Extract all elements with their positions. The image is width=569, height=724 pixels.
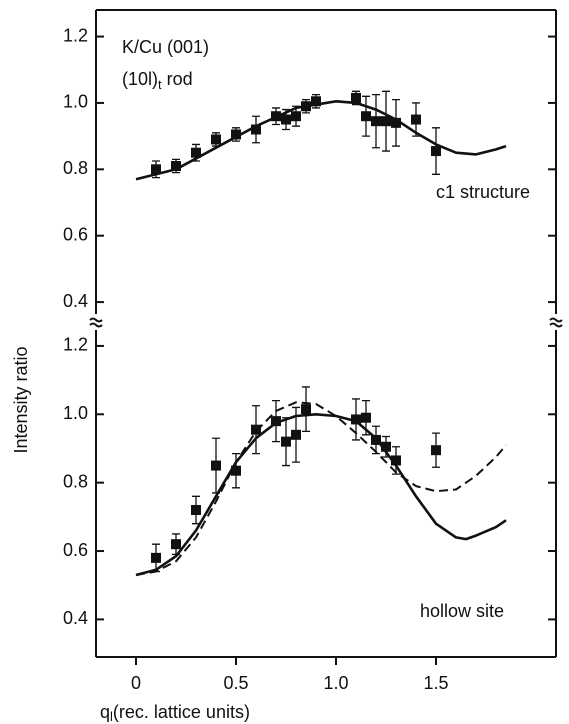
data-point bbox=[381, 441, 391, 452]
annotation-part: rod bbox=[162, 69, 193, 89]
x-axis-label-text: (rec. lattice units) bbox=[113, 702, 250, 722]
x-axis-label-sub: l bbox=[110, 709, 113, 724]
data-point bbox=[211, 460, 221, 471]
x-tick-label: 1.0 bbox=[323, 673, 348, 693]
annotation: hollow site bbox=[420, 601, 504, 621]
data-point bbox=[281, 436, 291, 447]
y-axis-label: Intensity ratio bbox=[11, 346, 31, 453]
data-point bbox=[271, 416, 281, 427]
data-point bbox=[411, 114, 421, 125]
solid-curve bbox=[135, 100, 507, 181]
data-point bbox=[231, 129, 241, 140]
data-point bbox=[291, 429, 301, 440]
data-point bbox=[351, 414, 361, 425]
data-point bbox=[371, 116, 381, 127]
y-tick-label: 0.6 bbox=[63, 540, 88, 560]
x-tick-label: 0.5 bbox=[223, 673, 248, 693]
y-tick-label: 0.4 bbox=[63, 291, 88, 311]
y-tick-label: 1.2 bbox=[63, 25, 88, 45]
data-point bbox=[211, 134, 221, 145]
dashed-curve bbox=[135, 401, 507, 576]
y-tick-label: 0.8 bbox=[63, 471, 88, 491]
y-tick-label: 1.2 bbox=[63, 335, 88, 355]
data-point bbox=[431, 445, 441, 456]
data-point bbox=[151, 164, 161, 175]
data-point bbox=[381, 116, 391, 127]
y-tick-label: 0.8 bbox=[63, 158, 88, 178]
data-point bbox=[231, 465, 241, 476]
solid-curve bbox=[135, 413, 507, 577]
annotation-part: (10l) bbox=[122, 69, 158, 89]
data-point bbox=[171, 161, 181, 171]
data-point bbox=[191, 505, 201, 516]
data-point bbox=[171, 539, 181, 550]
data-point bbox=[251, 424, 261, 435]
x-tick-label: 0 bbox=[131, 673, 141, 693]
y-tick-label: 1.0 bbox=[63, 403, 88, 423]
data-point bbox=[361, 111, 371, 122]
data-point bbox=[251, 124, 261, 135]
data-point bbox=[391, 455, 401, 466]
data-point bbox=[191, 147, 201, 158]
x-axis-label-symbol: q bbox=[100, 702, 110, 722]
y-tick-label: 1.0 bbox=[63, 92, 88, 112]
annotation: c1 structure bbox=[436, 182, 530, 202]
data-point bbox=[151, 552, 161, 563]
data-point bbox=[281, 114, 291, 125]
data-point bbox=[351, 92, 361, 103]
data-point bbox=[431, 146, 441, 157]
annotation: (10l)t rod bbox=[122, 69, 193, 93]
x-tick-label: 1.5 bbox=[423, 673, 448, 693]
x-axis-label: ql(rec. lattice units) bbox=[100, 702, 250, 724]
axis-break bbox=[89, 317, 103, 328]
data-point bbox=[301, 404, 311, 415]
annotation: K/Cu (001) bbox=[122, 37, 209, 57]
data-point bbox=[311, 96, 321, 107]
annotation-sub: t bbox=[158, 77, 162, 92]
y-tick-label: 0.6 bbox=[63, 224, 88, 244]
y-tick-label: 0.4 bbox=[63, 608, 88, 628]
data-point bbox=[391, 117, 401, 128]
data-point bbox=[291, 111, 301, 122]
axis-break bbox=[549, 317, 563, 328]
data-point bbox=[361, 412, 371, 423]
